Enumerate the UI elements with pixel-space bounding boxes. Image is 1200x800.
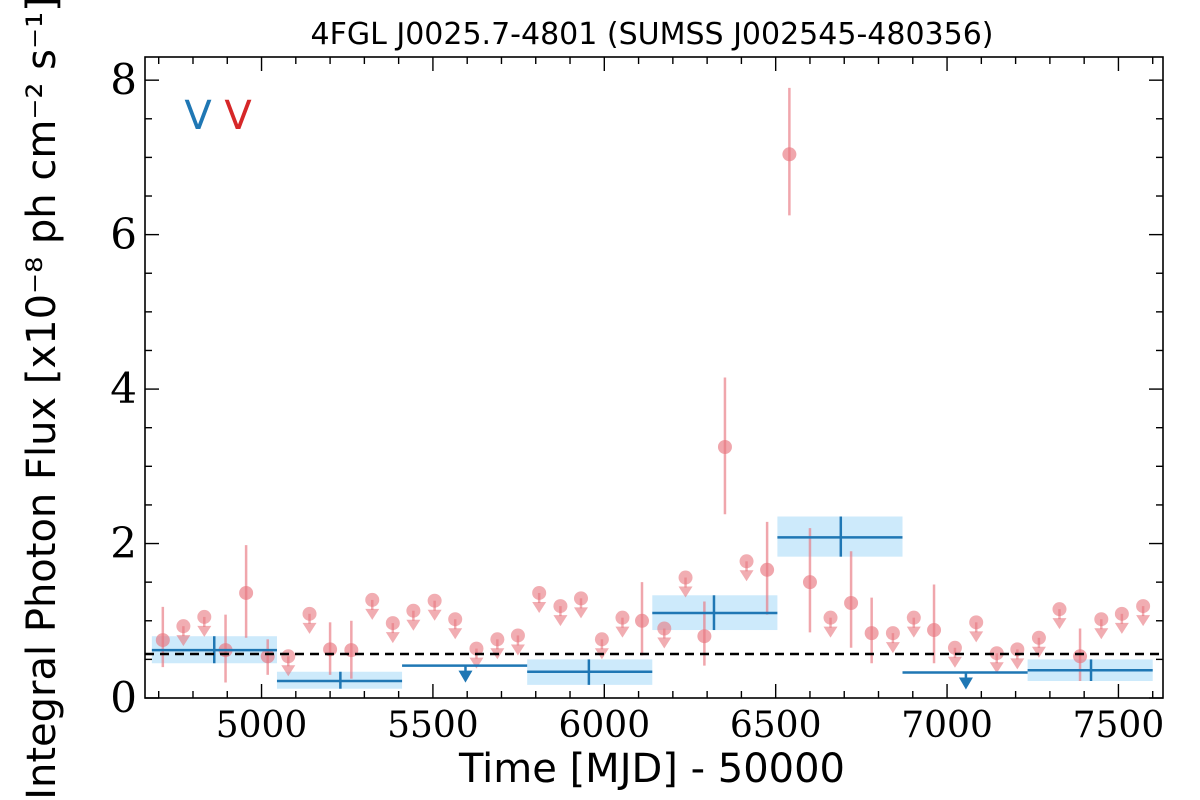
x-tick-label: 5000	[216, 705, 308, 746]
short-bin-point	[927, 623, 942, 638]
long-bin-upper-limit-arrow	[958, 677, 973, 690]
long-bin-upper-limit-arrow	[458, 670, 473, 683]
short-bin-upper-limit-arrow	[823, 626, 838, 638]
short-bin-point	[239, 585, 254, 600]
short-bin-upper-limit-point	[448, 612, 463, 627]
legend-marker: V	[224, 93, 252, 139]
short-bin-upper-limit-arrow	[1094, 628, 1109, 640]
short-bin-point	[635, 613, 650, 628]
short-bin-upper-limit-arrow	[573, 607, 588, 619]
y-tick-label: 8	[110, 55, 137, 104]
short-bin-upper-limit-point	[947, 640, 962, 655]
short-bin-upper-limit-arrow	[1052, 618, 1067, 630]
short-bin-upper-limit-point	[510, 628, 525, 643]
short-bin-upper-limit-arrow	[406, 619, 421, 631]
short-bin-upper-limit-point	[1136, 599, 1151, 614]
short-bin-upper-limit-arrow	[1010, 658, 1025, 670]
short-bin-upper-limit-arrow	[1136, 615, 1151, 627]
short-bin-upper-limit-point	[969, 615, 984, 630]
short-bin-upper-limit-point	[989, 646, 1004, 661]
short-bin-upper-limit-point	[739, 554, 754, 569]
short-bin-upper-limit-arrow	[1114, 622, 1129, 634]
short-bin-upper-limit-arrow	[906, 626, 921, 638]
short-bin-upper-limit-point	[281, 649, 296, 664]
short-bin-upper-limit-point	[406, 603, 421, 618]
short-bin-upper-limit-arrow	[510, 644, 525, 656]
short-bin-upper-limit-arrow	[989, 662, 1004, 674]
short-bin-upper-limit-arrow	[678, 586, 693, 598]
short-bin-upper-limit-point	[553, 599, 568, 614]
short-bin-upper-limit-point	[657, 621, 672, 636]
short-bin-upper-limit-arrow	[469, 657, 484, 669]
legend-marker: V	[184, 93, 212, 139]
short-bin-upper-limit-point	[1031, 630, 1046, 645]
short-bin-point	[260, 649, 275, 664]
short-bin-upper-limit-point	[1094, 612, 1109, 627]
short-bin-upper-limit-arrow	[615, 626, 630, 638]
x-tick-label: 7500	[1073, 705, 1165, 746]
y-tick-label: 4	[110, 364, 137, 413]
short-bin-upper-limit-point	[469, 641, 484, 656]
x-axis-label: Time [MJD] - 50000	[458, 746, 845, 792]
short-bin-upper-limit-arrow	[176, 635, 191, 647]
short-bin-upper-limit-arrow	[365, 608, 380, 620]
short-bin-upper-limit-point	[594, 632, 609, 647]
plot-frame	[144, 56, 1164, 699]
short-bin-upper-limit-point	[906, 610, 921, 625]
short-bin-point	[697, 629, 712, 644]
y-tick-label: 0	[110, 673, 137, 722]
x-tick-label: 6000	[558, 705, 650, 746]
short-bin-point	[864, 626, 879, 641]
short-bin-upper-limit-arrow	[947, 656, 962, 668]
short-bin-upper-limit-arrow	[385, 632, 400, 644]
short-bin-upper-limit-arrow	[532, 601, 547, 613]
short-bin-upper-limit-point	[1052, 602, 1067, 617]
short-bin-upper-limit-arrow	[281, 665, 296, 677]
short-bin-upper-limit-point	[490, 632, 505, 647]
short-bin-upper-limit-point	[573, 591, 588, 606]
short-bin-upper-limit-point	[678, 570, 693, 585]
short-bin-upper-limit-arrow	[969, 631, 984, 643]
short-bin-upper-limit-point	[176, 619, 191, 634]
short-bin-point	[1073, 649, 1088, 664]
short-bin-upper-limit-arrow	[657, 637, 672, 649]
y-tick-label: 2	[110, 519, 137, 568]
plot-area	[145, 87, 1163, 690]
short-bin-upper-limit-point	[1114, 606, 1129, 621]
short-bin-upper-limit-arrow	[427, 609, 442, 621]
short-bin-upper-limit-point	[427, 593, 442, 608]
short-bin-upper-limit-point	[532, 585, 547, 600]
short-bin-point	[155, 633, 170, 648]
short-bin-point	[717, 440, 732, 455]
short-bin-upper-limit-arrow	[1031, 646, 1046, 658]
short-bin-upper-limit-point	[302, 606, 317, 621]
short-bin-upper-limit-point	[615, 610, 630, 625]
short-bin-point	[844, 596, 859, 611]
short-bin-upper-limit-arrow	[448, 628, 463, 640]
short-bin-point	[782, 147, 797, 162]
x-tick-label: 6500	[730, 705, 822, 746]
short-bin-upper-limit-point	[197, 609, 212, 624]
x-tick-label: 7000	[901, 705, 993, 746]
short-bin-upper-limit-point	[365, 592, 380, 607]
short-bin-upper-limit-point	[385, 616, 400, 631]
short-bin-upper-limit-arrow	[197, 625, 212, 637]
short-bin-upper-limit-point	[885, 626, 900, 641]
short-bin-upper-limit-point	[823, 610, 838, 625]
y-tick-label: 6	[110, 210, 137, 259]
chart-title: 4FGL J0025.7-4801 (SUMSS J002545-480356)	[311, 17, 994, 52]
short-bin-upper-limit-arrow	[885, 642, 900, 654]
axes: 5000 5500 6000 6500 7000 7500 0 2 4 6 8	[110, 55, 1164, 746]
short-bin-point	[760, 562, 775, 577]
short-bin-point	[802, 575, 817, 590]
short-bin-upper-limit-arrow	[739, 570, 754, 582]
y-axis-label: Integral Photon Flux [x10⁻⁸ ph cm⁻² s⁻¹]	[19, 0, 65, 800]
short-bin-upper-limit-arrow	[302, 622, 317, 634]
short-bin-upper-limit-arrow	[553, 615, 568, 627]
x-tick-label: 5500	[387, 705, 479, 746]
